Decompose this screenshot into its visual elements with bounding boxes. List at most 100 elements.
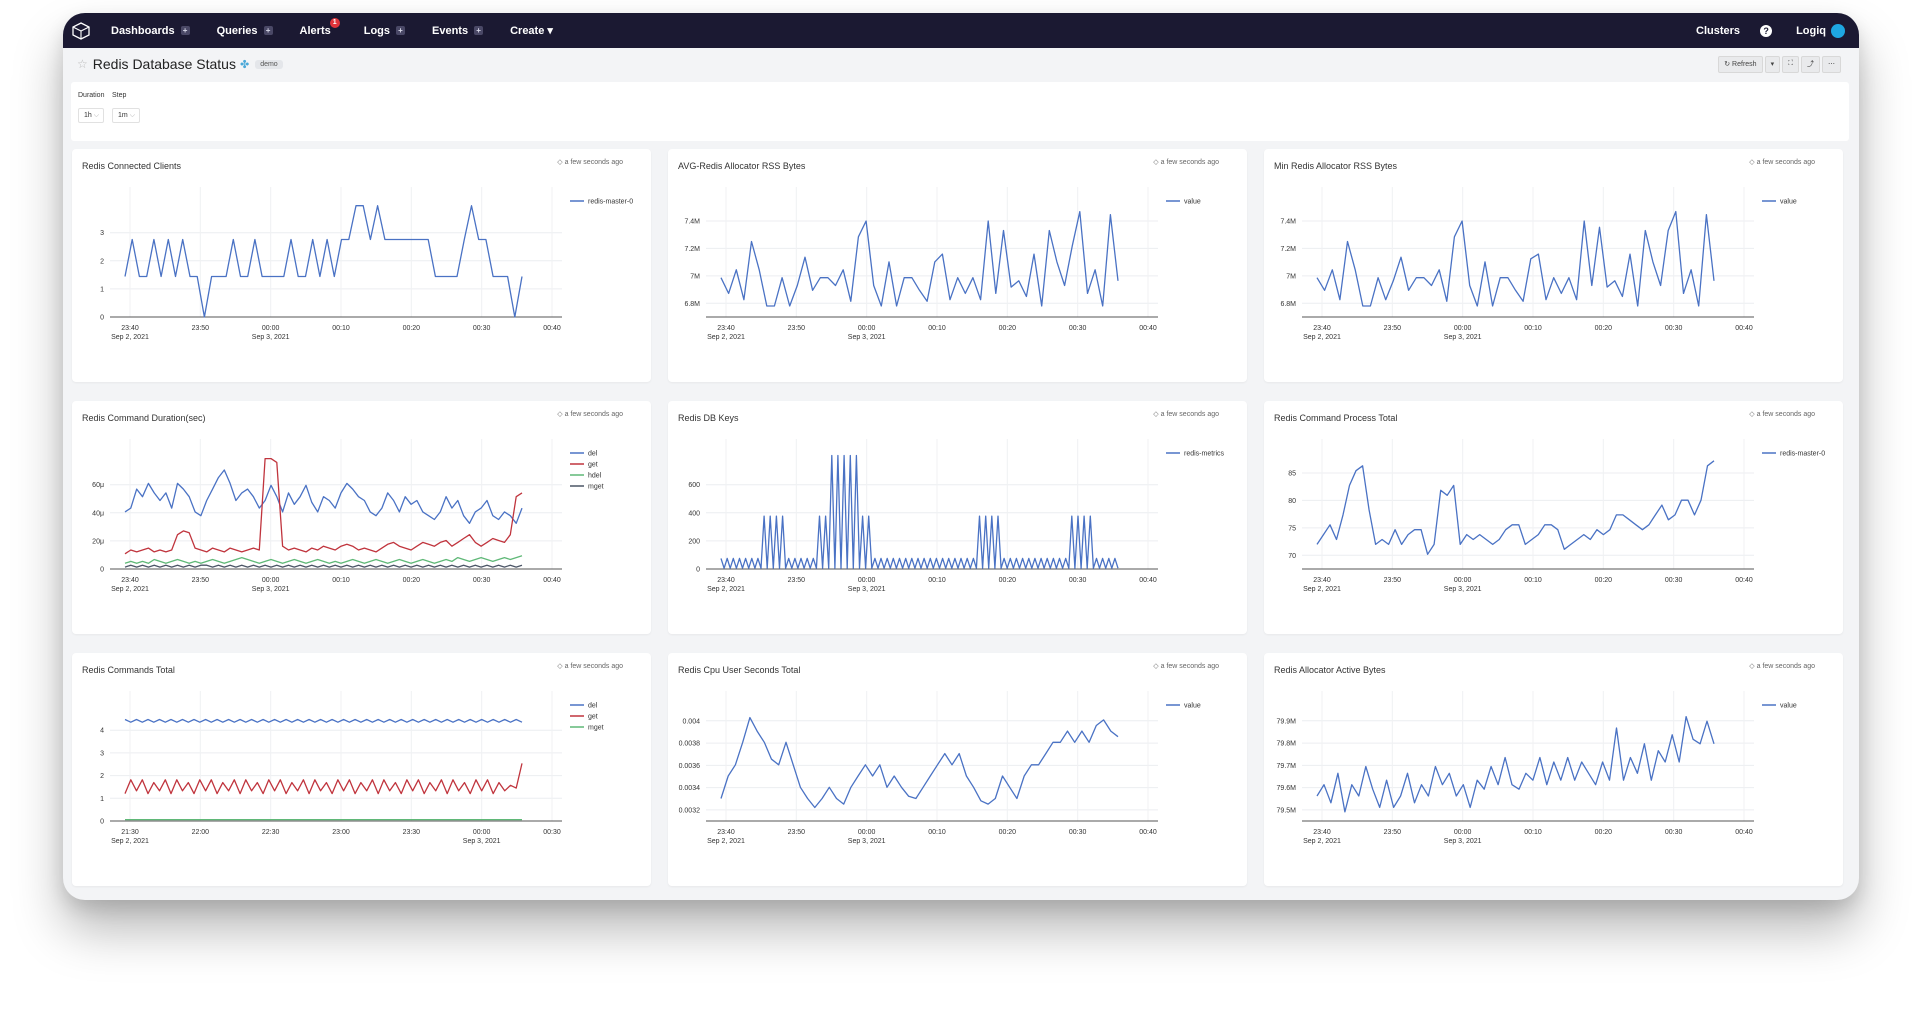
x-tick-label: 00:40 (543, 325, 561, 332)
panel-title[interactable]: Redis Commands Total (82, 665, 175, 675)
y-tick-label: 1 (100, 286, 104, 293)
share-icon[interactable]: ⤴ (1801, 55, 1820, 73)
panel-title[interactable]: Redis Cpu User Seconds Total (678, 665, 801, 675)
panel-title[interactable]: Redis Command Process Total (1274, 413, 1398, 423)
dashboard-tag[interactable]: demo (255, 59, 283, 69)
chart-panel[interactable]: Redis Command Process Total ◇ a few secon… (1264, 401, 1843, 634)
add-log-icon[interactable]: + (396, 26, 406, 35)
series-line (124, 457, 523, 555)
chart-panel[interactable]: Redis Connected Clients ◇ a few seconds a… (72, 149, 651, 382)
avatar[interactable] (1831, 23, 1845, 38)
x-tick-label: 00:20 (403, 325, 421, 332)
add-dashboard-icon[interactable]: + (180, 26, 190, 35)
x-tick-label: 23:30 (403, 829, 421, 836)
x-tick-label: 23:50 (1384, 829, 1402, 836)
duration-value: 1h (84, 112, 92, 119)
y-tick-label: 60μ (92, 482, 104, 489)
more-options-icon[interactable]: ⋯ (1822, 55, 1841, 73)
legend-label: value (1184, 199, 1201, 206)
chart-panel[interactable]: Redis Allocator Active Bytes ◇ a few seco… (1264, 653, 1843, 886)
x-tick-label: 00:30 (1069, 829, 1087, 836)
nav-create-dropdown[interactable]: Create ▾ (510, 24, 553, 37)
x-tick-label: 22:00 (192, 829, 210, 836)
chart-panel[interactable]: AVG-Redis Allocator RSS Bytes ◇ a few sec… (668, 149, 1247, 382)
line-chart: 0 20μ 40μ 60μ 23:40 Sep 2, 2021 23:50 00:00 Sep … (92, 439, 604, 593)
series-line (124, 469, 523, 524)
series-line (720, 454, 1119, 569)
chart-panel[interactable]: Redis Cpu User Seconds Total ◇ a few seco… (668, 653, 1247, 886)
help-icon[interactable]: ? (1760, 24, 1773, 37)
add-event-icon[interactable]: + (474, 26, 484, 35)
user-menu-label[interactable]: Logiq (1796, 24, 1826, 37)
x-tick-label: 00:00 (262, 325, 280, 332)
chart-panel[interactable]: Redis Command Duration(sec) ◇ a few secon… (72, 401, 651, 634)
nav-right-group: Clusters ? Logiq (1696, 23, 1845, 38)
panel-title[interactable]: Redis Command Duration(sec) (82, 413, 206, 423)
series-line (124, 555, 523, 564)
panel-updated-time: ◇ a few seconds ago (557, 663, 623, 670)
y-tick-label: 0.0038 (679, 741, 701, 748)
y-tick-label: 3 (100, 750, 104, 757)
y-tick-label: 7.4M (684, 218, 700, 225)
page-title: Redis Database Status (92, 56, 236, 72)
x-tick-label: 00:30 (1069, 577, 1087, 584)
nav-dashboards[interactable]: Dashboards + (111, 25, 190, 37)
x-tick-label: 00:00 (858, 325, 876, 332)
nav-events-label: Events (432, 24, 469, 37)
panel-title[interactable]: Redis Allocator Active Bytes (1274, 665, 1386, 675)
chart-panel[interactable]: Min Redis Allocator RSS Bytes ◇ a few sec… (1264, 149, 1843, 382)
chart-panel[interactable]: Redis Commands Total ◇ a few seconds ago 0… (72, 653, 651, 886)
y-tick-label: 75 (1288, 525, 1296, 532)
series-line (720, 210, 1119, 307)
x-tick-label: 23:50 (788, 325, 806, 332)
panel-title[interactable]: Min Redis Allocator RSS Bytes (1274, 161, 1398, 171)
y-tick-label: 7.4M (1280, 218, 1296, 225)
y-tick-label: 85 (1288, 470, 1296, 477)
y-tick-label: 2 (100, 258, 104, 265)
chevron-down-icon: ⌵ (129, 111, 136, 119)
nav-events[interactable]: Events + (432, 24, 484, 37)
panel-title[interactable]: Redis DB Keys (678, 413, 739, 423)
fullscreen-icon[interactable]: ⛶ (1782, 55, 1799, 73)
panel-title[interactable]: Redis Connected Clients (82, 161, 182, 171)
favorite-star-icon[interactable]: ☆ (77, 57, 88, 71)
chart-panel[interactable]: Redis DB Keys ◇ a few seconds ago 0 200 400 6… (668, 401, 1247, 634)
nav-queries[interactable]: Queries + (217, 25, 273, 37)
legend-label: redis-master-0 (1780, 451, 1825, 458)
step-select[interactable]: 1m ⌵ (112, 108, 140, 123)
dashboard-toolbar: ↻ Refresh ▾ ⛶ ⤴ ⋯ (1716, 55, 1841, 73)
nav-alerts[interactable]: Alerts 1 (299, 17, 340, 37)
y-tick-label: 79.8M (1277, 741, 1297, 748)
y-tick-label: 600 (688, 482, 700, 489)
dashboard-title-bar: ☆ Redis Database Status ✤ demo ↻ Refresh… (63, 48, 1859, 80)
y-tick-label: 6.8M (1280, 301, 1296, 308)
y-tick-label: 0.0036 (679, 763, 701, 770)
series-line (1316, 210, 1715, 307)
x-tick-label: 00:00 (858, 829, 876, 836)
nav-alerts-label: Alerts (299, 24, 331, 37)
refresh-button[interactable]: ↻ Refresh (1718, 55, 1763, 73)
x-tick-date-label: Sep 3, 2021 (1444, 838, 1482, 845)
nav-clusters[interactable]: Clusters (1696, 24, 1741, 37)
legend-label: del (588, 703, 598, 710)
nav-dashboards-label: Dashboards (111, 24, 175, 37)
panel-title[interactable]: AVG-Redis Allocator RSS Bytes (678, 161, 806, 171)
x-tick-date-label: Sep 3, 2021 (252, 334, 290, 341)
duration-select[interactable]: 1h ⌵ (78, 108, 104, 123)
y-tick-label: 0 (696, 567, 700, 574)
legend-label: get (588, 462, 598, 469)
add-query-icon[interactable]: + (263, 26, 273, 35)
x-tick-label: 00:10 (1524, 829, 1542, 836)
x-tick-label: 00:20 (403, 577, 421, 584)
x-tick-date-label: Sep 3, 2021 (1444, 334, 1482, 341)
legend-label: mget (588, 725, 604, 732)
x-tick-label: 23:00 (332, 829, 350, 836)
x-tick-label: 22:30 (262, 829, 280, 836)
dashboard-settings-icon[interactable]: ✤ (239, 58, 250, 71)
x-tick-label: 00:30 (473, 577, 491, 584)
x-tick-label: 23:40 (1313, 325, 1331, 332)
logiq-logo-icon[interactable] (71, 21, 91, 41)
x-tick-date-label: Sep 3, 2021 (848, 586, 886, 593)
nav-logs[interactable]: Logs + (364, 25, 406, 37)
refresh-options-button[interactable]: ▾ (1764, 55, 1781, 73)
